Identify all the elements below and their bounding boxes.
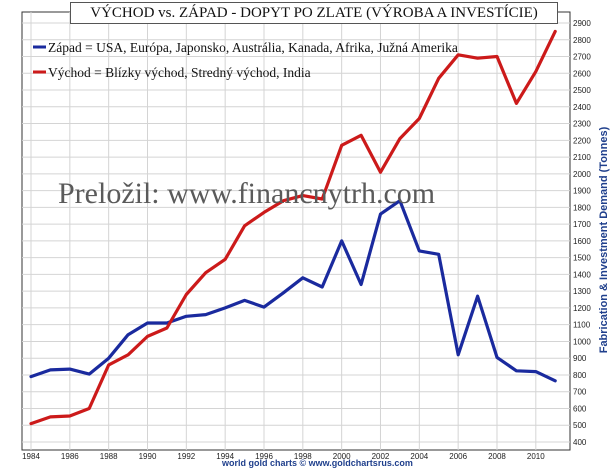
series-lines [29, 29, 557, 426]
x-tick-label: 1986 [61, 452, 79, 461]
x-tick-label: 2006 [449, 452, 467, 461]
legend: Západ = USA, Európa, Japonsko, Austrália… [33, 40, 458, 80]
x-tick-label: 1992 [177, 452, 195, 461]
y-tick-label: 2000 [573, 170, 591, 179]
source-credit: world gold charts © www.goldchartsrus.co… [221, 458, 413, 468]
x-tick-label: 1990 [139, 452, 157, 461]
series-line-west [29, 199, 557, 383]
y-axis-label: Fabrication & Investment Demand (Tonnes) [598, 126, 610, 353]
y-tick-label: 2100 [573, 153, 591, 162]
y-tick-label: 2300 [573, 120, 591, 129]
y-tick-label: 2400 [573, 103, 591, 112]
y-tick-label: 400 [573, 438, 587, 447]
y-axis-ticks: 400 500 600 700 800 900 1000 1100 1200 1300 1400 15… [573, 19, 591, 447]
grid-lines [22, 12, 570, 450]
x-tick-label: 1998 [294, 452, 312, 461]
y-tick-label: 700 [573, 388, 587, 397]
plot-background [21, 11, 571, 451]
y-tick-label: 1800 [573, 203, 591, 212]
y-tick-label: 1300 [573, 287, 591, 296]
y-tick-label: 1900 [573, 187, 591, 196]
x-tick-label: 2002 [372, 452, 390, 461]
x-tick-label: 2010 [527, 452, 545, 461]
y-tick-label: 2500 [573, 86, 591, 95]
x-tick-label: 1994 [216, 452, 234, 461]
x-tick-label: 2008 [488, 452, 506, 461]
x-tick-label: 2000 [333, 452, 351, 461]
x-tick-label: 1984 [22, 452, 40, 461]
y-tick-label: 2900 [573, 19, 591, 28]
chart-title: VÝCHOD vs. ZÁPAD - DOPYT PO ZLATE (VÝROB… [70, 2, 558, 24]
y-tick-label: 600 [573, 404, 587, 413]
y-tick-label: 1000 [573, 337, 591, 346]
y-tick-label: 1700 [573, 220, 591, 229]
translator-watermark: Preložil: www.financnytrh.com [58, 177, 435, 210]
y-tick-label: 2800 [573, 36, 591, 45]
x-tick-label: 1996 [255, 452, 273, 461]
y-tick-label: 1500 [573, 254, 591, 263]
y-tick-label: 500 [573, 421, 587, 430]
y-tick-label: 1600 [573, 237, 591, 246]
y-tick-label: 900 [573, 354, 587, 363]
x-axis-ticks: 1984 1986 1988 1990 1992 1994 1996 1998 2000 2002… [22, 452, 545, 461]
x-tick-label: 2004 [410, 452, 428, 461]
x-tick-label: 1988 [100, 452, 118, 461]
y-tick-label: 1400 [573, 270, 591, 279]
y-tick-label: 2200 [573, 136, 591, 145]
y-tick-label: 1200 [573, 304, 591, 313]
y-tick-label: 2700 [573, 53, 591, 62]
y-tick-label: 2600 [573, 69, 591, 78]
legend-label-east: Východ = Blízky východ, Stredný východ, … [48, 65, 311, 80]
series-line-east [29, 29, 557, 426]
y-tick-label: 800 [573, 371, 587, 380]
legend-label-west: Západ = USA, Európa, Japonsko, Austrália… [48, 40, 458, 55]
y-tick-label: 1100 [573, 321, 591, 330]
